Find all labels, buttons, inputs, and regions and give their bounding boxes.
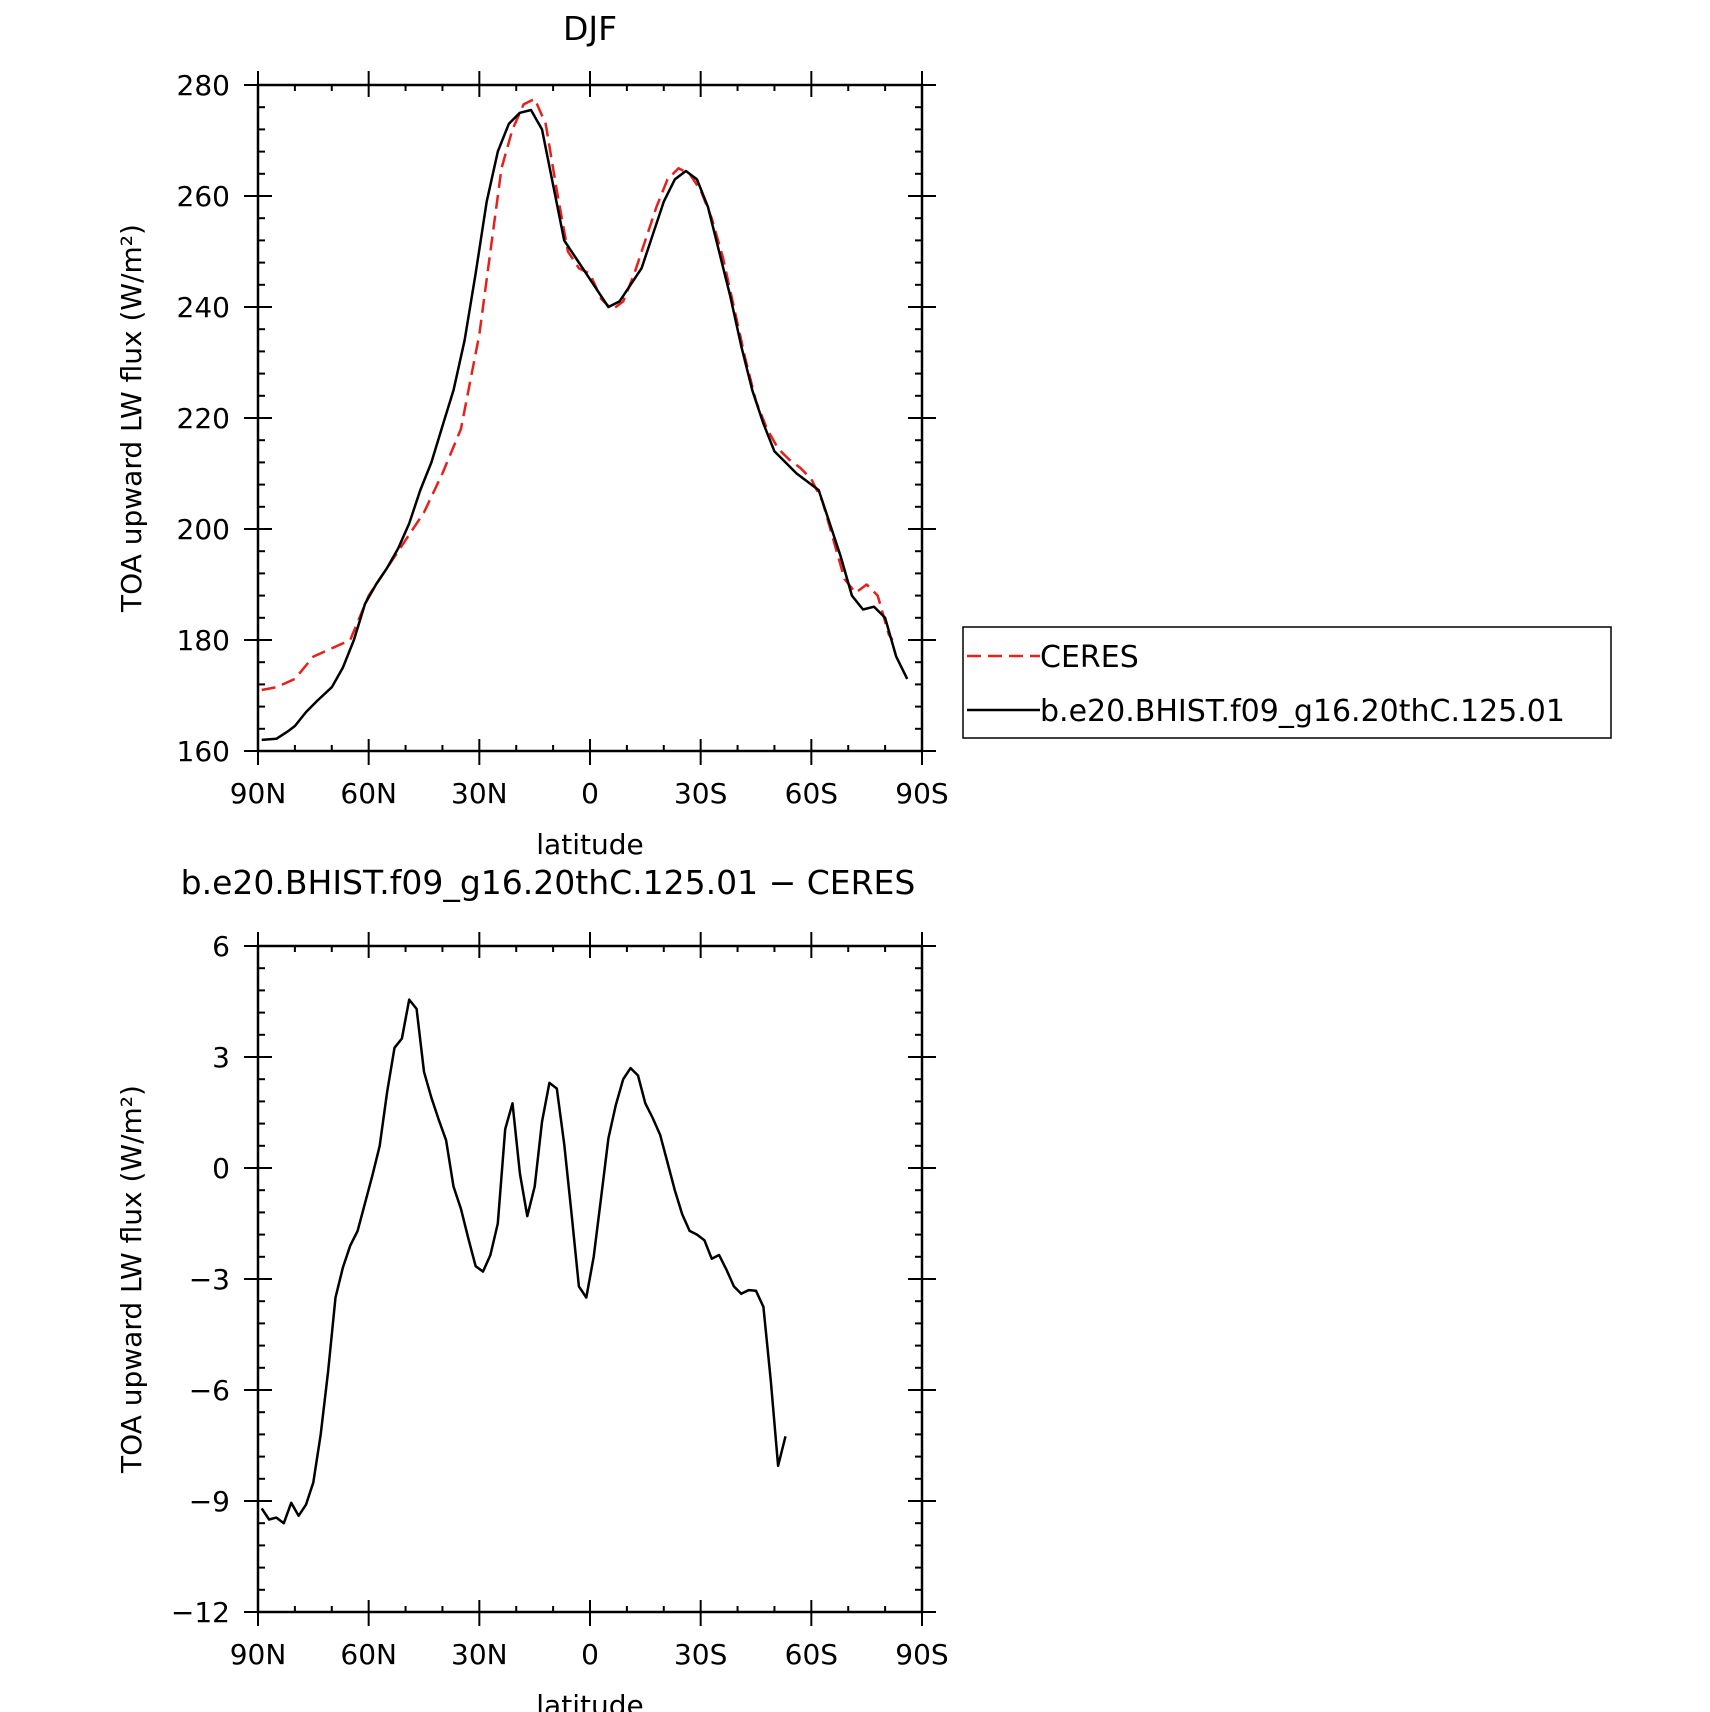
plot-title: DJF bbox=[563, 9, 617, 48]
x-axis-title: latitude bbox=[536, 1689, 643, 1712]
series-line-model bbox=[261, 108, 909, 742]
x-tick-label: 30N bbox=[451, 777, 508, 810]
y-tick-label: 200 bbox=[177, 513, 230, 546]
y-tick-label: 240 bbox=[177, 291, 230, 324]
y-tick-label: 0 bbox=[212, 1152, 230, 1185]
y-tick-label: 260 bbox=[177, 180, 230, 213]
y-tick-label: 3 bbox=[212, 1041, 230, 1074]
y-tick-label: −3 bbox=[189, 1263, 230, 1296]
series-line-difference bbox=[260, 998, 787, 1525]
x-tick-label: 0 bbox=[581, 777, 599, 810]
x-tick-label: 30N bbox=[451, 1638, 508, 1671]
x-tick-label: 30S bbox=[674, 1638, 727, 1671]
panel-2: 90N 60N 30N 0 30S 60S 90S −12 −9 −6 −3 0 3 6 b.e20.BHI… bbox=[115, 863, 949, 1712]
legend-label: b.e20.BHIST.f09_g16.20thC.125.01 bbox=[1040, 694, 1565, 729]
legend-box bbox=[962, 626, 1612, 739]
y-axis-title: TOA upward LW flux (W/m²) bbox=[115, 1085, 148, 1474]
y-tick-label: −9 bbox=[189, 1485, 230, 1518]
x-tick-label: 30S bbox=[674, 777, 727, 810]
x-tick-label: 90N bbox=[230, 1638, 287, 1671]
x-tick-label: 90S bbox=[895, 1638, 948, 1671]
legend-label: CERES bbox=[1040, 640, 1139, 675]
x-tick-label: 0 bbox=[581, 1638, 599, 1671]
x-tick-label: 60S bbox=[785, 1638, 838, 1671]
y-tick-label: 6 bbox=[212, 930, 230, 963]
series-line-ceres bbox=[261, 97, 894, 692]
y-axis-title: TOA upward LW flux (W/m²) bbox=[115, 224, 148, 613]
x-tick-label: 90S bbox=[895, 777, 948, 810]
y-tick-label: 280 bbox=[177, 69, 230, 102]
x-axis-title: latitude bbox=[536, 828, 643, 861]
x-tick-label: 60S bbox=[785, 777, 838, 810]
plot-frame bbox=[256, 83, 924, 753]
x-tick-label: 60N bbox=[340, 777, 397, 810]
x-tick-label: 60N bbox=[340, 1638, 397, 1671]
y-tick-label: 180 bbox=[177, 624, 230, 657]
y-tick-label: 220 bbox=[177, 402, 230, 435]
x-tick-label: 90N bbox=[230, 777, 287, 810]
y-tick-label: −12 bbox=[171, 1596, 230, 1629]
y-tick-label: −6 bbox=[189, 1374, 230, 1407]
y-tick-label: 160 bbox=[177, 735, 230, 768]
plot-title: b.e20.BHIST.f09_g16.20thC.125.01 − CERES bbox=[181, 863, 916, 902]
panel-1: 90N 60N 30N 0 30S 60S 90S 160 180 200 220 240 260 280… bbox=[115, 9, 1612, 861]
legend: CERES b.e20.BHIST.f09_g16.20thC.125.01 bbox=[962, 626, 1612, 739]
